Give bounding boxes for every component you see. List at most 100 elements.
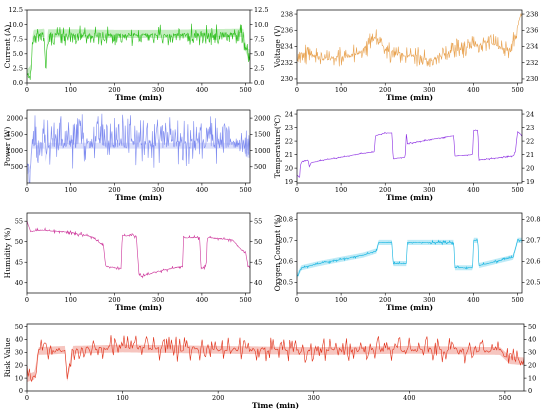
- x-tick-label: 0: [25, 186, 29, 194]
- y-tick-label-left: 40: [15, 336, 23, 344]
- y-tick-label-left: 238: [281, 10, 293, 18]
- plot-frame: [26, 323, 525, 392]
- y-tick-label-right: 1000: [254, 147, 271, 155]
- y-tick-label-left: 55: [15, 217, 23, 225]
- y-tick-label-right: 500: [254, 163, 266, 171]
- chart-oxygen: 0 100 200 300 400 500 20.5 20.6 20.7 20.8 20.5 20.6…: [273, 212, 540, 312]
- y-axis-label: Humidity (%): [3, 228, 12, 279]
- y-tick-label-left: 2000: [6, 114, 23, 122]
- y-tick-label-left: 230: [281, 75, 293, 83]
- x-tick-label: 400: [467, 186, 479, 194]
- y-axis-label: Risk Value: [3, 337, 12, 377]
- y-tick-label-right: 1500: [254, 131, 271, 139]
- x-tick-label: 300: [152, 186, 164, 194]
- y-tick-label-right: 45: [254, 258, 262, 266]
- y-tick-label-left: 1000: [6, 147, 23, 155]
- y-tick-label-left: 20.8: [279, 216, 293, 224]
- x-axis-label: Time (min): [386, 193, 433, 202]
- y-tick-label-right: 21: [526, 151, 534, 159]
- y-tick-label-left: 236: [281, 26, 293, 34]
- series-line: [27, 220, 250, 279]
- plot-area: [297, 237, 522, 279]
- plot-area: [27, 335, 524, 383]
- x-tick-label: 0: [25, 296, 29, 304]
- y-tick-label-left: 50: [15, 323, 23, 331]
- x-tick-label: 100: [65, 296, 77, 304]
- y-tick-label-right: 2.5: [254, 65, 264, 73]
- y-tick-label-left: 45: [15, 258, 23, 266]
- y-tick-label-right: 0.0: [254, 79, 264, 87]
- y-axis-label: Voltage (V): [273, 25, 282, 68]
- y-tick-label-left: 23: [285, 124, 293, 132]
- y-tick-label-right: 20: [526, 164, 534, 172]
- x-tick-label: 300: [423, 186, 435, 194]
- x-axis-label: Time (min): [115, 193, 162, 202]
- x-tick-label: 400: [467, 296, 479, 304]
- x-tick-label: 300: [152, 86, 164, 94]
- x-tick-label: 500: [239, 296, 251, 304]
- x-tick-label: 500: [499, 394, 511, 402]
- x-axis-label: Time (min): [115, 93, 162, 102]
- plot-area: [297, 13, 522, 68]
- x-tick-label: 100: [65, 86, 77, 94]
- y-tick-label-right: 20: [528, 361, 536, 369]
- y-tick-label-right: 40: [528, 336, 536, 344]
- plot-area: [297, 129, 522, 178]
- y-tick-label-right: 20.7: [526, 237, 540, 245]
- series-band: [27, 28, 250, 78]
- y-tick-label-right: 2000: [254, 114, 271, 122]
- x-tick-label: 400: [403, 394, 415, 402]
- y-axis-label: Current (A): [3, 25, 12, 69]
- x-tick-label: 0: [295, 296, 299, 304]
- y-tick-label-left: 50: [15, 238, 23, 246]
- y-tick-label-left: 22: [285, 137, 293, 145]
- x-tick-label: 100: [116, 394, 128, 402]
- x-tick-label: 200: [379, 186, 391, 194]
- y-tick-label-right: 0: [528, 387, 532, 395]
- y-tick-label-right: 5.0: [254, 50, 264, 58]
- plot-frame: [296, 109, 523, 184]
- y-tick-label-right: 10.0: [254, 21, 268, 29]
- y-tick-label-right: 232: [526, 59, 538, 67]
- y-tick-label-left: 20.7: [279, 237, 293, 245]
- plot-area: [27, 220, 250, 279]
- y-tick-label-right: 234: [526, 43, 538, 51]
- x-tick-label: 100: [335, 186, 347, 194]
- x-tick-label: 400: [196, 186, 208, 194]
- plot-area: [27, 23, 250, 80]
- x-axis-label: Time (min): [115, 303, 162, 312]
- x-tick-label: 300: [423, 296, 435, 304]
- x-tick-label: 200: [108, 186, 120, 194]
- x-tick-label: 500: [511, 296, 523, 304]
- y-tick-label-left: 10: [15, 374, 23, 382]
- plot-area: [27, 113, 250, 183]
- y-tick-label-left: 500: [11, 163, 23, 171]
- x-tick-label: 500: [511, 86, 523, 94]
- plot-frame: [296, 9, 523, 84]
- chart-temperature: 0 100 200 300 400 500192021222324192021222324…: [273, 109, 534, 202]
- y-tick-label-left: 10.0: [9, 21, 23, 29]
- y-tick-label-right: 10: [528, 374, 536, 382]
- y-tick-label-right: 238: [526, 10, 538, 18]
- series-line: [27, 335, 524, 383]
- y-tick-label-left: 0: [19, 387, 23, 395]
- series-line: [27, 23, 250, 80]
- y-tick-label-left: 12.5: [9, 6, 23, 14]
- y-tick-label-left: 0.0: [13, 79, 23, 87]
- y-tick-label-right: 40: [254, 279, 262, 287]
- x-axis-label: Time (min): [386, 303, 433, 312]
- x-tick-label: 200: [212, 394, 224, 402]
- x-tick-label: 100: [335, 86, 347, 94]
- x-axis-label: Time (min): [252, 401, 299, 410]
- x-axis-label: Time (min): [386, 93, 433, 102]
- x-tick-label: 300: [423, 86, 435, 94]
- x-tick-label: 100: [335, 296, 347, 304]
- x-tick-label: 500: [511, 186, 523, 194]
- series-line: [297, 129, 522, 178]
- y-tick-label-left: 1500: [6, 131, 23, 139]
- y-tick-label-left: 2.5: [13, 65, 23, 73]
- y-tick-label-left: 20: [15, 361, 23, 369]
- chart-power: 0 100 200 300 400 500 500 1000 1500 2000 500 1000 15…: [3, 109, 271, 202]
- y-tick-label-left: 20: [285, 164, 293, 172]
- y-tick-label-right: 12.5: [254, 6, 268, 14]
